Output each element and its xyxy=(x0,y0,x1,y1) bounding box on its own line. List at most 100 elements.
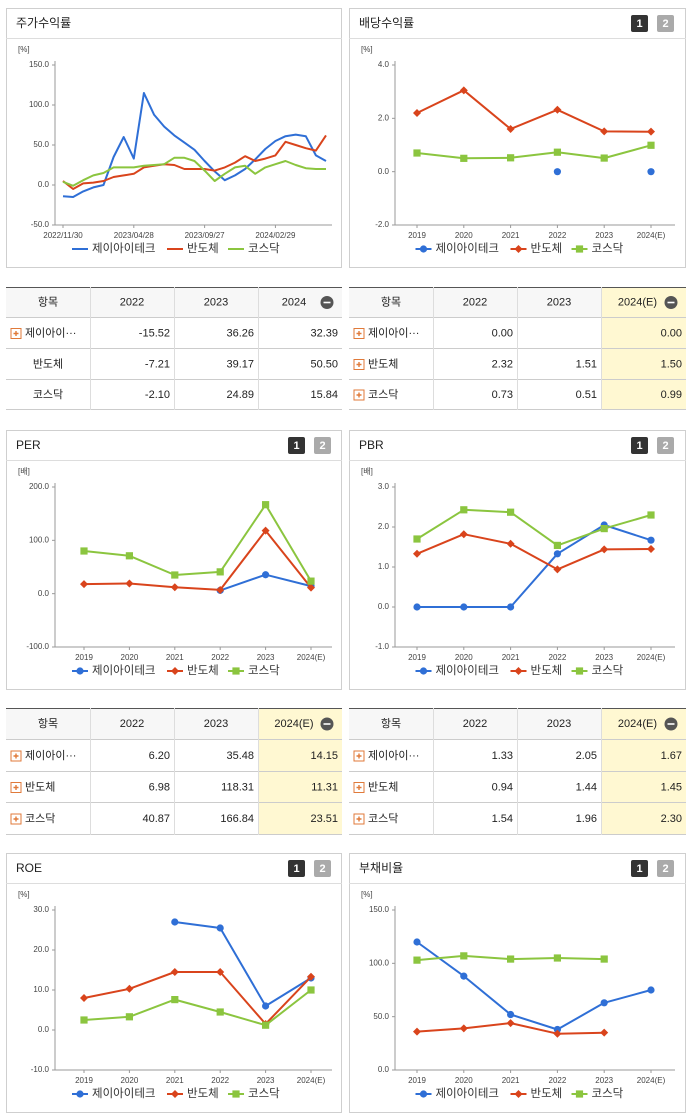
x-tick-label: 2020 xyxy=(121,1076,139,1085)
y-tick-label: -100.0 xyxy=(26,642,49,651)
data-point xyxy=(460,506,468,514)
data-point xyxy=(170,583,179,592)
pager-label[interactable]: 2 xyxy=(319,440,325,452)
legend-label: 제이아이테크 xyxy=(92,664,155,677)
legend-marker xyxy=(575,245,584,253)
legend-label: 코스닥 xyxy=(592,242,624,255)
expand-icon-plus xyxy=(356,753,362,759)
pager-button[interactable] xyxy=(657,860,674,877)
row-label: 반도체 xyxy=(33,357,63,370)
table-cell: 118.31 xyxy=(221,781,254,793)
series-line xyxy=(416,89,652,133)
data-point xyxy=(460,972,468,980)
data-point xyxy=(80,580,88,589)
legend-label: 제이아이테크 xyxy=(436,1087,499,1100)
expand-icon-plus xyxy=(13,331,19,336)
data-point xyxy=(80,1016,88,1024)
x-tick-label: 2023/04/28 xyxy=(114,231,155,240)
data-point xyxy=(413,149,421,157)
pager-label[interactable]: 2 xyxy=(662,440,668,452)
pager-button[interactable] xyxy=(657,437,674,454)
data-point xyxy=(125,984,134,993)
data-point xyxy=(600,999,608,1007)
x-tick-label: 2023 xyxy=(257,653,275,662)
pager-button[interactable] xyxy=(314,860,331,877)
legend-marker xyxy=(76,667,84,675)
legend-label: 코스닥 xyxy=(592,1087,624,1100)
table-cell: 1.50 xyxy=(661,358,682,370)
y-tick-label: -2.0 xyxy=(375,220,389,229)
data-point xyxy=(80,994,88,1002)
x-tick-label: 2022 xyxy=(211,653,229,662)
x-tick-label: 2022 xyxy=(211,1076,229,1085)
y-tick-label: 100.0 xyxy=(29,100,50,109)
data-point xyxy=(647,127,655,136)
pager-button[interactable] xyxy=(288,860,305,877)
data-point xyxy=(216,1008,224,1016)
x-tick-label: 2019 xyxy=(75,653,93,662)
pager-label[interactable]: 1 xyxy=(636,863,642,875)
pager-label[interactable]: 2 xyxy=(662,18,668,30)
pager-label[interactable]: 2 xyxy=(662,863,668,875)
x-tick-label: 2019 xyxy=(408,653,426,662)
data-point xyxy=(553,565,562,574)
y-tick-label: 0.0 xyxy=(38,589,50,598)
legend-label: 반도체 xyxy=(531,1087,563,1100)
pager-button[interactable] xyxy=(631,860,648,877)
x-tick-label: 2020 xyxy=(455,653,473,662)
legend-label: 반도체 xyxy=(531,242,563,255)
pager-button[interactable] xyxy=(657,15,674,32)
data-point xyxy=(413,956,421,964)
legend-marker xyxy=(575,1090,584,1098)
table-cell: 36.26 xyxy=(226,327,254,339)
data-point xyxy=(216,968,225,976)
pager-button[interactable] xyxy=(314,437,331,454)
data-point xyxy=(553,541,561,549)
row-label: 코스닥 xyxy=(33,388,63,401)
x-tick-label: 2022 xyxy=(549,231,567,240)
x-tick-label: 2024(E) xyxy=(637,653,666,662)
data-point xyxy=(647,536,655,544)
y-tick-label: 20.0 xyxy=(33,945,49,954)
legend-marker xyxy=(514,667,523,675)
series-line xyxy=(174,921,312,1007)
data-point xyxy=(600,154,608,162)
legend-label: 코스닥 xyxy=(248,1087,280,1100)
pager-button[interactable] xyxy=(288,437,305,454)
data-point xyxy=(647,511,655,519)
data-point xyxy=(125,1013,133,1021)
table-header: 2023 xyxy=(547,718,571,730)
y-tick-label: 150.0 xyxy=(29,60,50,69)
data-point xyxy=(125,552,133,560)
panel-title: 배당수익률 xyxy=(359,16,414,30)
unit-label: [배] xyxy=(18,467,30,476)
pager-label[interactable]: 1 xyxy=(293,863,299,875)
legend-label: 반도체 xyxy=(187,242,219,255)
pager-button[interactable] xyxy=(631,15,648,32)
table-cell: 11.31 xyxy=(311,781,338,793)
table-cell: 1.67 xyxy=(661,750,682,762)
expand-icon-plus xyxy=(356,362,362,367)
legend-marker xyxy=(419,245,428,253)
pager-button[interactable] xyxy=(631,437,648,454)
data-point xyxy=(506,539,515,548)
table-cell: 15.84 xyxy=(310,389,338,401)
data-point xyxy=(307,583,315,592)
x-tick-label: 2019 xyxy=(75,1076,93,1085)
series-line xyxy=(416,941,652,1031)
pager-label[interactable]: 1 xyxy=(636,440,642,452)
data-point xyxy=(171,571,179,579)
pager-label[interactable]: 2 xyxy=(319,863,325,875)
x-tick-label: 2019 xyxy=(408,1076,426,1085)
data-point xyxy=(216,924,224,932)
x-tick-label: 2024/02/29 xyxy=(255,231,296,240)
data-point xyxy=(647,545,655,553)
pager-label[interactable]: 1 xyxy=(293,440,299,452)
x-tick-label: 2024(E) xyxy=(637,231,666,240)
data-point xyxy=(262,571,270,579)
x-tick-label: 2024(E) xyxy=(297,1076,326,1085)
y-tick-label: 4.0 xyxy=(378,60,390,69)
expand-icon-plus xyxy=(356,392,362,398)
pager-label[interactable]: 1 xyxy=(636,18,642,30)
